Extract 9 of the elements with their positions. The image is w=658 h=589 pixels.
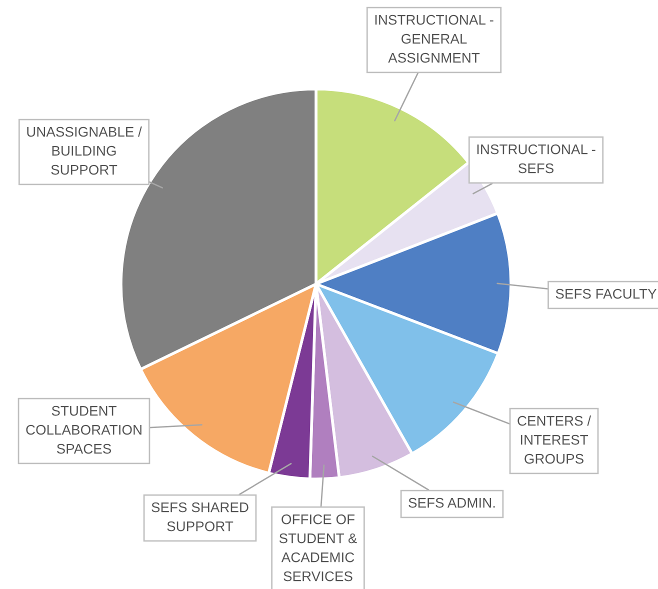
slice-label: OFFICE OF STUDENT & ACADEMIC SERVICES	[279, 514, 358, 582]
slice-label: STUDENT COLLABORATION SPACES	[26, 406, 142, 454]
slice-label: UNASSIGNABLE / BUILDING SUPPORT	[27, 126, 142, 175]
slice-label: SEFS ADMIN.	[408, 498, 495, 508]
slice-label: INSTRUCTIONAL - SEFS	[477, 144, 596, 174]
slice-label: SEFS FACULTY	[556, 288, 657, 299]
slice-label: SEFS SHARED SUPPORT	[152, 502, 248, 532]
slice-label: CENTERS / INTEREST GROUPS	[518, 416, 592, 464]
slice-label: INSTRUCTIONAL - GENERAL ASSIGNMENT	[375, 14, 494, 63]
